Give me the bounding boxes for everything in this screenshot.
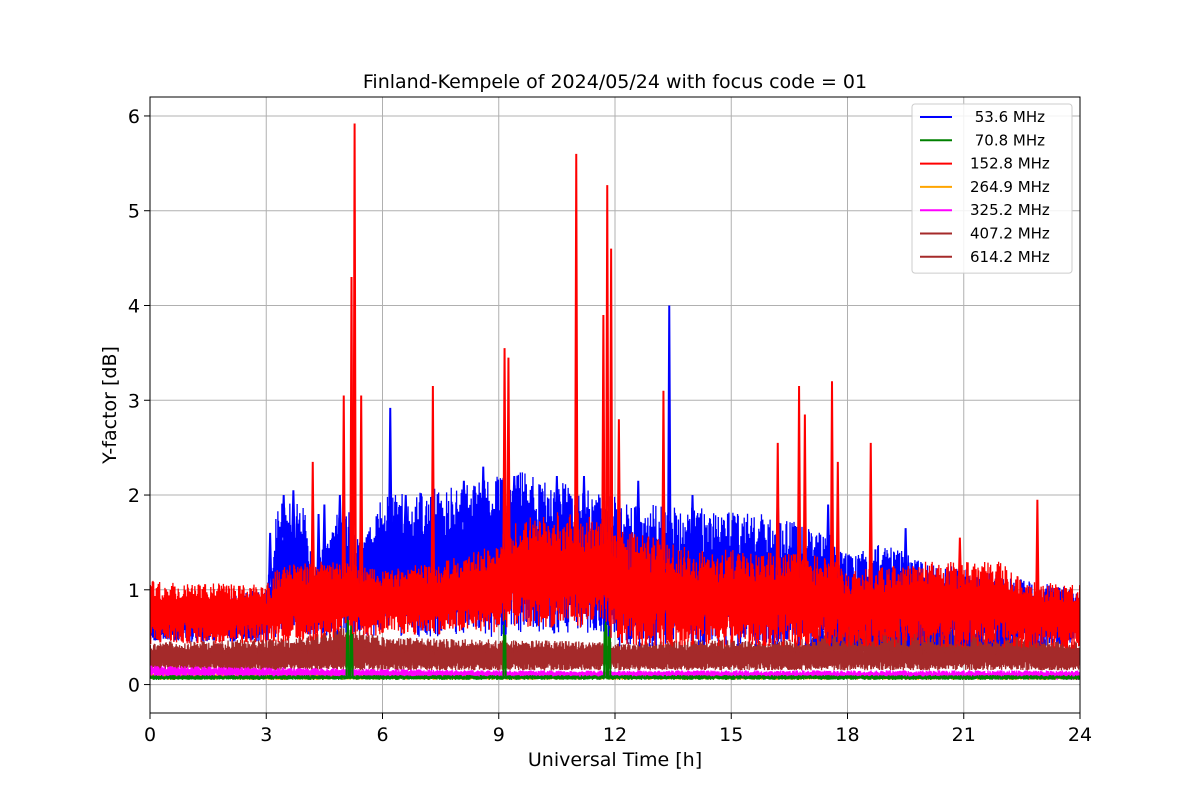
series-2-spike-21 (1035, 499, 1040, 603)
y-tick-label-0: 0 (128, 675, 140, 697)
series-6 (150, 646, 1080, 671)
y-tick-label-3: 3 (128, 390, 140, 412)
series-0-spike-19 (903, 528, 908, 579)
x-tick-label-2: 6 (376, 724, 388, 746)
y-tick-label-5: 5 (128, 201, 140, 223)
series-0-spike-14 (636, 480, 641, 538)
x-tick-label-1: 3 (260, 724, 272, 746)
series-0-spike-13 (581, 476, 587, 527)
y-tick-label-4: 4 (128, 295, 140, 317)
series-0-spike-4 (322, 504, 327, 571)
series-2-spike-20 (957, 537, 963, 587)
series-0-spike-5 (337, 495, 343, 541)
series-2-spike-2 (349, 277, 354, 588)
legend-box (911, 103, 1073, 274)
series-trace-2 (150, 512, 1080, 649)
chart-title: Finland-Kempele of 2024/05/24 with focus… (363, 71, 867, 93)
series-2-spike-8 (574, 153, 579, 545)
series-2-spike-15 (796, 386, 802, 581)
legend-label-4: 325.2 MHz (970, 201, 1050, 219)
legend-label-5: 407.2 MHz (970, 225, 1050, 243)
series-0-spike-7 (403, 494, 408, 530)
x-tick-label-7: 21 (952, 724, 976, 746)
legend-label-1: 70.8 MHz (970, 131, 1045, 149)
x-axis-label: Universal Time [h] (528, 749, 702, 771)
legend-label-2: 152.8 MHz (970, 155, 1050, 173)
series-0-spike-9 (461, 480, 467, 523)
x-tick-label-4: 12 (603, 724, 627, 746)
series-trace-6 (150, 646, 1080, 671)
series-2-spike-11 (608, 248, 614, 559)
series-0-spike-2 (291, 490, 296, 539)
series-0-spike-6 (388, 407, 393, 532)
series-2-spike-18 (835, 461, 840, 588)
series-2-spike-17 (829, 381, 835, 585)
series-0-spike-0 (267, 532, 273, 585)
y-axis-label: Y-factor [dB] (99, 346, 121, 465)
series-0-spike-11 (512, 476, 517, 515)
x-tick-label-0: 0 (144, 724, 156, 746)
series-2-spike-0 (310, 461, 315, 587)
legend-label-3: 264.9 MHz (970, 178, 1050, 196)
x-tick-label-6: 18 (835, 724, 859, 746)
series-2-spike-4 (359, 395, 364, 590)
series-0-spike-15 (667, 305, 672, 542)
series-0-spike-3 (316, 513, 321, 583)
x-tick-label-3: 9 (493, 724, 505, 746)
series-2-spike-19 (868, 442, 873, 592)
series-0-spike-18 (825, 504, 831, 564)
series-0-spike-1 (281, 495, 286, 538)
y-tick-label-6: 6 (128, 106, 140, 128)
series-2-spike-16 (802, 414, 808, 581)
y-tick-label-1: 1 (128, 580, 140, 602)
series-2-spike-10 (605, 185, 610, 557)
x-tick-label-8: 24 (1068, 724, 1092, 746)
series-0-spike-16 (690, 495, 695, 544)
legend-label-0: 53.6 MHz (970, 108, 1045, 126)
series-2-spike-1 (341, 395, 346, 587)
x-tick-label-5: 15 (719, 724, 743, 746)
series-2-spike-12 (616, 419, 622, 561)
series-2-spike-5 (430, 386, 436, 587)
series-2 (150, 123, 1080, 649)
series-0-spike-10 (481, 466, 486, 520)
legend-label-6: 614.2 MHz (970, 248, 1050, 266)
series-trace-1 (150, 675, 1080, 680)
y-tick-label-2: 2 (128, 485, 140, 507)
series-2-spike-14 (775, 442, 780, 579)
series-2-spike-9 (601, 314, 606, 556)
legend: 53.6 MHz 70.8 MHz 152.8 MHz 264.9 MHz 325.2… (911, 103, 1073, 274)
series-2-spike-6 (502, 348, 507, 560)
series-layer (150, 123, 1080, 680)
series-2-spike-7 (506, 357, 511, 556)
series-2-spike-13 (661, 390, 666, 569)
series-0-spike-12 (554, 476, 560, 522)
series-2-spike-3 (352, 123, 357, 589)
